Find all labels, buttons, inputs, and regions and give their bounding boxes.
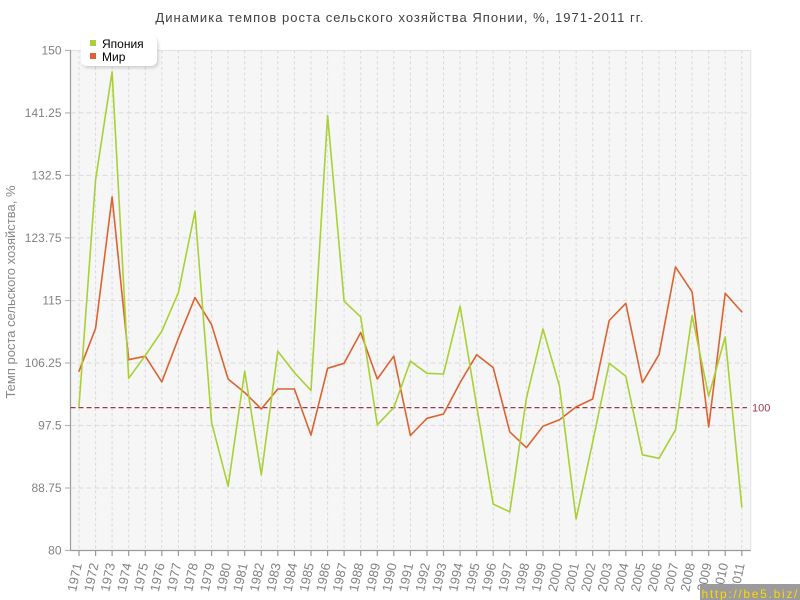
svg-text:1991: 1991 — [396, 562, 417, 593]
svg-text:132.5: 132.5 — [31, 169, 61, 183]
svg-text:106.25: 106.25 — [25, 356, 62, 370]
svg-text:123.75: 123.75 — [25, 231, 62, 245]
svg-text:1985: 1985 — [296, 562, 317, 593]
svg-text:1981: 1981 — [230, 562, 251, 593]
svg-text:1980: 1980 — [213, 562, 234, 593]
svg-text:Темп роста сельского хозяйства: Темп роста сельского хозяйства, % — [3, 185, 18, 399]
svg-text:1977: 1977 — [164, 562, 185, 593]
svg-text:100: 100 — [752, 402, 770, 414]
svg-text:1987: 1987 — [329, 562, 350, 593]
svg-text:141.25: 141.25 — [25, 106, 62, 120]
svg-text:2008: 2008 — [677, 562, 698, 593]
svg-text:2006: 2006 — [644, 562, 665, 593]
svg-text:1986: 1986 — [313, 562, 334, 593]
svg-text:1993: 1993 — [429, 562, 450, 593]
svg-text:150: 150 — [41, 44, 61, 58]
svg-text:1983: 1983 — [263, 562, 284, 593]
svg-text:2005: 2005 — [628, 562, 649, 593]
svg-text:80: 80 — [48, 544, 62, 558]
svg-text:1972: 1972 — [81, 562, 102, 593]
svg-text:97.5: 97.5 — [38, 419, 62, 433]
svg-text:2007: 2007 — [661, 562, 682, 593]
svg-text:1975: 1975 — [131, 562, 152, 593]
svg-text:1984: 1984 — [280, 562, 301, 593]
svg-text:1982: 1982 — [247, 562, 268, 593]
svg-text:115: 115 — [42, 294, 61, 308]
svg-text:1978: 1978 — [180, 562, 201, 593]
svg-text:1989: 1989 — [363, 562, 384, 593]
svg-text:1997: 1997 — [495, 562, 516, 593]
svg-text:2003: 2003 — [594, 562, 615, 593]
svg-text:1999: 1999 — [528, 562, 549, 593]
svg-text:2002: 2002 — [578, 562, 599, 593]
svg-text:1998: 1998 — [512, 562, 533, 593]
svg-text:2000: 2000 — [545, 562, 566, 593]
svg-text:1973: 1973 — [97, 562, 118, 593]
svg-text:1995: 1995 — [462, 562, 483, 593]
svg-text:88.75: 88.75 — [31, 481, 61, 495]
svg-text:1994: 1994 — [445, 562, 466, 593]
svg-text:1979: 1979 — [197, 562, 218, 593]
svg-text:1988: 1988 — [346, 562, 367, 593]
svg-text:1996: 1996 — [478, 562, 499, 593]
svg-text:1990: 1990 — [379, 562, 400, 593]
svg-text:1971: 1971 — [64, 562, 85, 593]
svg-text:1974: 1974 — [114, 562, 135, 593]
svg-text:1992: 1992 — [412, 562, 433, 593]
svg-text:1976: 1976 — [147, 562, 168, 593]
svg-text:2001: 2001 — [561, 562, 582, 593]
svg-text:2004: 2004 — [611, 562, 632, 593]
